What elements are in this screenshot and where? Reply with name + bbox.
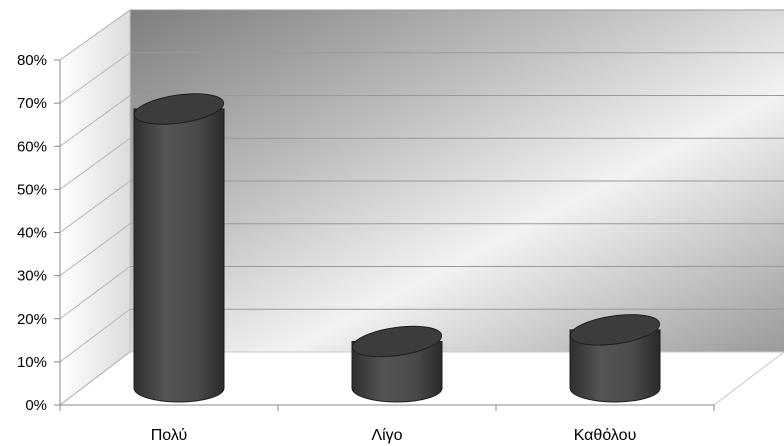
y-tick-label: 20% [17, 311, 47, 328]
x-tick-label: Λίγο [371, 427, 402, 444]
y-tick-label: 80% [17, 52, 47, 69]
y-axis: 0% 10% 20% 30% 40% 50% 60% 70% 80% [17, 52, 714, 414]
bars [133, 93, 661, 403]
bar-top [351, 325, 443, 358]
bar-body [569, 329, 661, 403]
gridline-side [59, 9, 131, 61]
y-tick-label: 0% [25, 397, 47, 414]
y-tick-label: 10% [17, 354, 47, 371]
bar [133, 93, 225, 403]
y-tick-label: 40% [17, 225, 47, 242]
gridline-side [59, 52, 131, 104]
gridline-side [59, 180, 131, 233]
y-tick-label: 50% [17, 181, 47, 198]
bar [569, 314, 661, 403]
bar [351, 325, 443, 403]
gridline-side [59, 308, 131, 363]
y-tick-label: 30% [17, 268, 47, 285]
x-axis: Πολύ Λίγο Καθόλου [59, 405, 715, 444]
bar-body [133, 108, 225, 403]
bar-top [569, 314, 661, 346]
gridline-side [59, 95, 131, 147]
gridline-side [59, 137, 131, 190]
gridline-side [59, 351, 131, 406]
x-tick-label: Πολύ [151, 427, 188, 444]
gridlines [59, 9, 784, 406]
gridline-side [59, 223, 131, 277]
x-tick-label: Καθόλου [574, 427, 637, 444]
y-tick-label: 70% [17, 95, 47, 112]
y-tick-label: 60% [17, 138, 47, 155]
bar-top [133, 93, 225, 125]
gridline-side [59, 266, 131, 320]
side-wall [59, 9, 131, 407]
